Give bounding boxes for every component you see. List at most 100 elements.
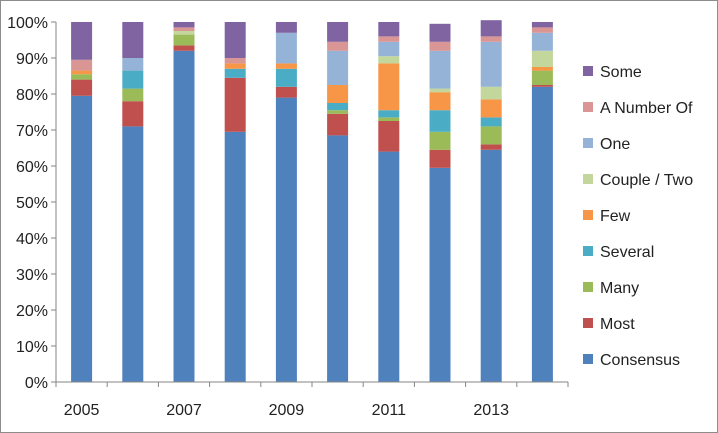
bar-segment-many-2011 — [378, 117, 400, 121]
bar-segment-many-2005 — [71, 74, 93, 80]
x-tick-label: 2011 — [372, 402, 407, 419]
bar-segment-a-number-of-2011 — [378, 36, 400, 42]
legend-swatch-a-number-of — [583, 102, 593, 112]
legend-swatch-several — [583, 246, 593, 256]
y-tick-label: 100% — [7, 15, 48, 32]
bar-segment-few-2010 — [327, 85, 349, 103]
legend-label: Several — [600, 244, 654, 261]
bar-segment-most-2009 — [275, 86, 297, 98]
x-tick-label: 2005 — [64, 402, 100, 419]
bar-segment-several-2006 — [122, 70, 144, 89]
x-tick-label: 2009 — [269, 402, 305, 419]
legend-label: Consensus — [600, 352, 680, 369]
bar-segment-several-2013 — [480, 117, 502, 127]
legend-swatch-some — [583, 66, 593, 76]
bar-segment-many-2013 — [480, 126, 502, 145]
legend: Some A Number Of One Couple / Two Few Several… — [583, 64, 693, 369]
bar-segment-some-2012 — [429, 23, 451, 42]
bar-segment-few-2014 — [531, 67, 553, 71]
bar-segment-some-2010 — [327, 22, 349, 42]
x-tick-label: 2013 — [473, 402, 509, 419]
bar-segment-consensus-2009 — [275, 97, 297, 382]
bar-segment-a-number-of-2012 — [429, 41, 451, 51]
bar-segment-a-number-of-2013 — [480, 36, 502, 42]
legend-label: A Number Of — [600, 100, 693, 117]
bar-segment-several-2012 — [429, 110, 451, 132]
bar-segment-few-2008 — [224, 63, 246, 69]
bar-segment-a-number-of-2014 — [531, 27, 553, 33]
bar-segment-many-2012 — [429, 131, 451, 150]
bar-segment-most-2013 — [480, 144, 502, 150]
y-axis: 0% 10% 20% 30% 40% 50% 60% 70% 80% 90% 100% — [7, 15, 57, 392]
bar-segment-some-2011 — [378, 22, 400, 37]
bar-segment-consensus-2010 — [327, 135, 349, 382]
bar-segment-few-2011 — [378, 63, 400, 111]
bar-segment-few-2009 — [275, 63, 297, 69]
bar-segment-couple-two-2014 — [531, 50, 553, 67]
bar-segment-consensus-2008 — [224, 131, 246, 382]
legend-swatch-most — [583, 318, 593, 328]
bar-segment-several-2009 — [275, 68, 297, 87]
bar-segment-some-2008 — [224, 22, 246, 58]
bar-segment-one-2006 — [122, 58, 144, 71]
bar-segment-some-2009 — [275, 22, 297, 33]
legend-label: Few — [600, 208, 631, 225]
legend-label: Some — [600, 64, 642, 81]
bar-segment-consensus-2011 — [378, 151, 400, 382]
bar-segment-some-2006 — [122, 22, 144, 58]
bar-segment-many-2006 — [122, 88, 144, 102]
bar-segment-one-2010 — [327, 50, 349, 85]
y-tick-label: 70% — [16, 123, 48, 140]
bar-segment-consensus-2005 — [71, 95, 93, 383]
legend-label: One — [600, 136, 630, 153]
bar-segment-a-number-of-2010 — [327, 41, 349, 51]
bar-segment-most-2012 — [429, 149, 451, 168]
bar-segment-consensus-2012 — [429, 167, 451, 382]
bar-segment-one-2014 — [531, 32, 553, 51]
bar-segment-most-2006 — [122, 101, 144, 127]
bar-segment-most-2008 — [224, 77, 246, 132]
bar-segment-one-2011 — [378, 41, 400, 57]
bar-segment-some-2014 — [531, 22, 553, 28]
x-tick-label: 2007 — [166, 402, 202, 419]
bar-segment-one-2013 — [480, 41, 502, 87]
y-tick-label: 40% — [16, 231, 48, 248]
bar-segment-one-2009 — [275, 32, 297, 64]
legend-label: Most — [600, 316, 635, 333]
bar-segment-most-2010 — [327, 113, 349, 136]
bar-segment-some-2013 — [480, 20, 502, 37]
legend-label: Couple / Two — [600, 172, 693, 189]
bar-segment-consensus-2014 — [531, 86, 553, 383]
bar-segment-a-number-of-2007 — [173, 27, 195, 31]
y-tick-label: 90% — [16, 51, 48, 68]
bar-segment-couple-two-2011 — [378, 56, 400, 64]
bar-segment-consensus-2006 — [122, 126, 144, 383]
x-axis: 2005 2007 2009 2011 2013 — [55, 381, 569, 419]
bar-segment-most-2014 — [531, 85, 553, 87]
bar-segment-couple-two-2013 — [480, 86, 502, 100]
bar-segment-couple-two-2012 — [429, 88, 451, 93]
bar-segment-consensus-2007 — [173, 50, 195, 383]
bar-segment-few-2005 — [71, 70, 93, 75]
bar-segment-few-2012 — [429, 92, 451, 111]
y-tick-label: 80% — [16, 87, 48, 104]
bar-segment-couple-two-2007 — [173, 31, 195, 35]
legend-label: Many — [600, 280, 639, 297]
y-tick-label: 60% — [16, 159, 48, 176]
bar-segment-a-number-of-2008 — [224, 58, 246, 64]
y-tick-label: 0% — [25, 375, 48, 392]
bar-segment-many-2007 — [173, 34, 195, 46]
bar-segment-one-2012 — [429, 50, 451, 89]
legend-swatch-consensus — [583, 354, 593, 364]
bar-segment-several-2010 — [327, 103, 349, 111]
bar-segment-most-2011 — [378, 121, 400, 152]
legend-swatch-couple-two — [583, 174, 593, 184]
bar-segment-many-2010 — [327, 110, 349, 114]
y-tick-label: 50% — [16, 195, 48, 212]
bar-segment-several-2011 — [378, 110, 400, 118]
legend-swatch-one — [583, 138, 593, 148]
bar-segment-most-2007 — [173, 45, 195, 51]
bar-segment-most-2005 — [71, 79, 93, 96]
